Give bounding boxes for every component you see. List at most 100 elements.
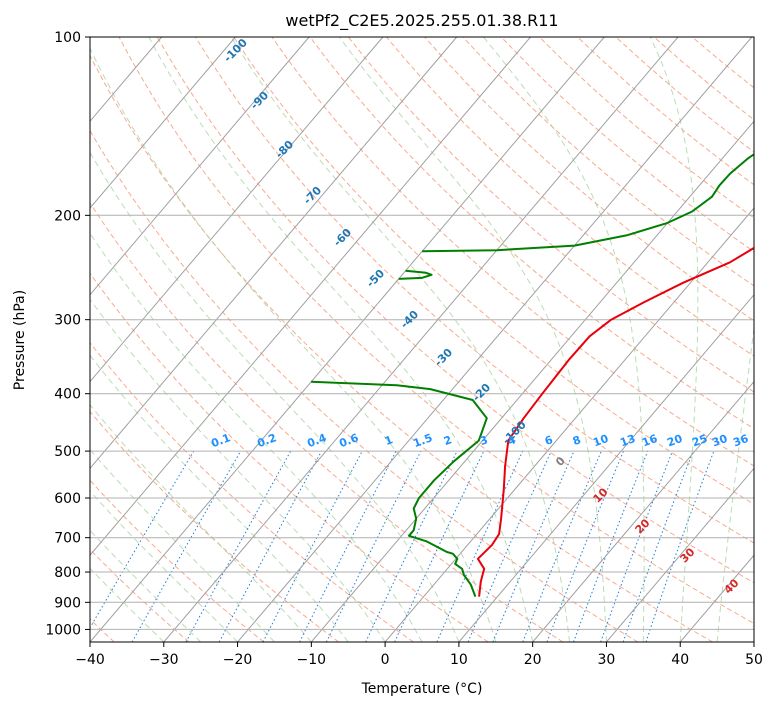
moist-adiabat [90,232,423,642]
mixing-ratio-line [467,450,552,642]
y-tick-label: 100 [54,30,81,46]
moist-adiabat [90,47,497,642]
y-tick-label: 400 [54,387,81,403]
grid-lines [90,37,754,642]
plot-background [90,37,754,642]
chart-title: wetPf2_C2E5.2025.255.01.38.R11 [285,11,558,31]
moist-adiabat [90,298,386,642]
dry-adiabat [90,129,639,642]
moist-adiabat [649,37,699,642]
moist-adiabat [338,37,607,642]
dry-adiabat [462,37,754,287]
isotherm [90,37,458,470]
moist-adiabat [90,354,349,642]
mixing-ratio-line [573,450,649,642]
x-tick-label: −30 [149,652,179,668]
mixing-ratio-label: 0.1 [209,431,232,450]
x-tick-label: 40 [671,652,689,668]
mixing-ratio-line [436,450,524,642]
mixing-ratio-line [522,450,602,642]
moist-adiabat [716,323,754,642]
series-line-2 [422,153,754,253]
moist-adiabat [483,37,645,642]
x-tick-label: 20 [524,652,542,668]
moist-adiabat [148,37,534,642]
isotherm [237,37,753,642]
mixing-ratio-label: 13 [618,432,637,449]
mixing-ratio-label: 20 [665,432,684,450]
isotherm [458,294,754,642]
mixing-ratio-label: 3 [478,433,490,448]
y-tick-label: 700 [54,531,81,547]
y-axis-label: Pressure (hPa) [12,290,28,390]
moist-adiabat [90,567,165,642]
isotherm [90,37,310,296]
x-axis: −40 −30 −20 −10 0 10 20 30 40 50 [75,642,763,668]
reference-curve [0,37,2,642]
isotherm [384,207,754,642]
x-tick-label: −20 [223,652,253,668]
moist-adiabat [90,151,460,642]
x-tick-label: 30 [598,652,616,668]
series-line-3 [398,269,433,280]
isotherm [753,641,754,642]
dry-adiabat [233,37,754,505]
mixing-ratio-label: 0.4 [305,431,328,450]
mixing-ratio-label: 25 [690,432,709,449]
data-series [311,153,754,597]
mixing-ratio-label: 36 [731,432,750,450]
mixing-ratio-line [325,450,422,642]
mixing-ratio-label: 1 [383,433,395,448]
moist-adiabat [90,529,202,642]
dry-adiabat [90,410,339,642]
mixing-ratio-label: 16 [640,432,659,450]
mixing-ratio-label: 4 [506,433,518,448]
mixing-ratio-line [218,450,323,642]
y-tick-label: 900 [54,595,81,611]
dry-adiabat [90,272,489,642]
x-tick-label: −40 [75,652,105,668]
isotherm [606,467,754,642]
dry-adiabat [90,201,564,642]
series-line-0 [476,246,754,597]
mixing-ratio-line [299,450,397,642]
y-tick-label: 200 [54,208,81,224]
x-tick-label: 50 [745,652,763,668]
dry-adiabat [347,37,754,393]
dry-adiabat [424,37,754,322]
x-tick-label: 0 [381,652,390,668]
series-line-1 [311,380,488,597]
mixing-ratio-line [546,450,624,642]
moist-adiabat [230,37,571,642]
x-tick-label: 10 [450,652,468,668]
mixing-ratio-label: 0.6 [337,431,360,450]
moist-adiabat [90,404,312,642]
isotherm [163,37,679,642]
dry-adiabat [156,37,754,584]
mixing-ratio-label: 1.5 [411,431,434,450]
dry-adiabat [118,37,754,624]
isotherm [90,37,531,556]
mixing-ratio-label: 30 [710,432,729,450]
mixing-ratio-line [645,450,715,642]
dry-adiabat [309,37,754,430]
mixing-ratio-label: 6 [543,433,555,448]
isotherm [90,37,384,383]
y-tick-label: 600 [54,491,81,507]
isotherm [90,37,236,209]
mixing-ratio-label: 10 [591,432,610,450]
plot-frame [89,36,755,643]
y-tick-label: 300 [54,313,81,329]
x-tick-label: −10 [297,652,327,668]
mixing-ratio-line [600,450,673,642]
mixing-ratio-label: 0.2 [255,431,278,450]
x-axis-label: Temperature (°C) [361,681,483,697]
mixing-ratio-line [622,450,694,642]
isotherm [532,380,754,642]
y-tick-label: 1000 [45,622,81,638]
dry-adiabat [90,479,265,642]
isotherm [310,120,754,642]
mixing-ratio-label: 8 [571,433,583,448]
y-tick-label: 500 [54,444,81,460]
